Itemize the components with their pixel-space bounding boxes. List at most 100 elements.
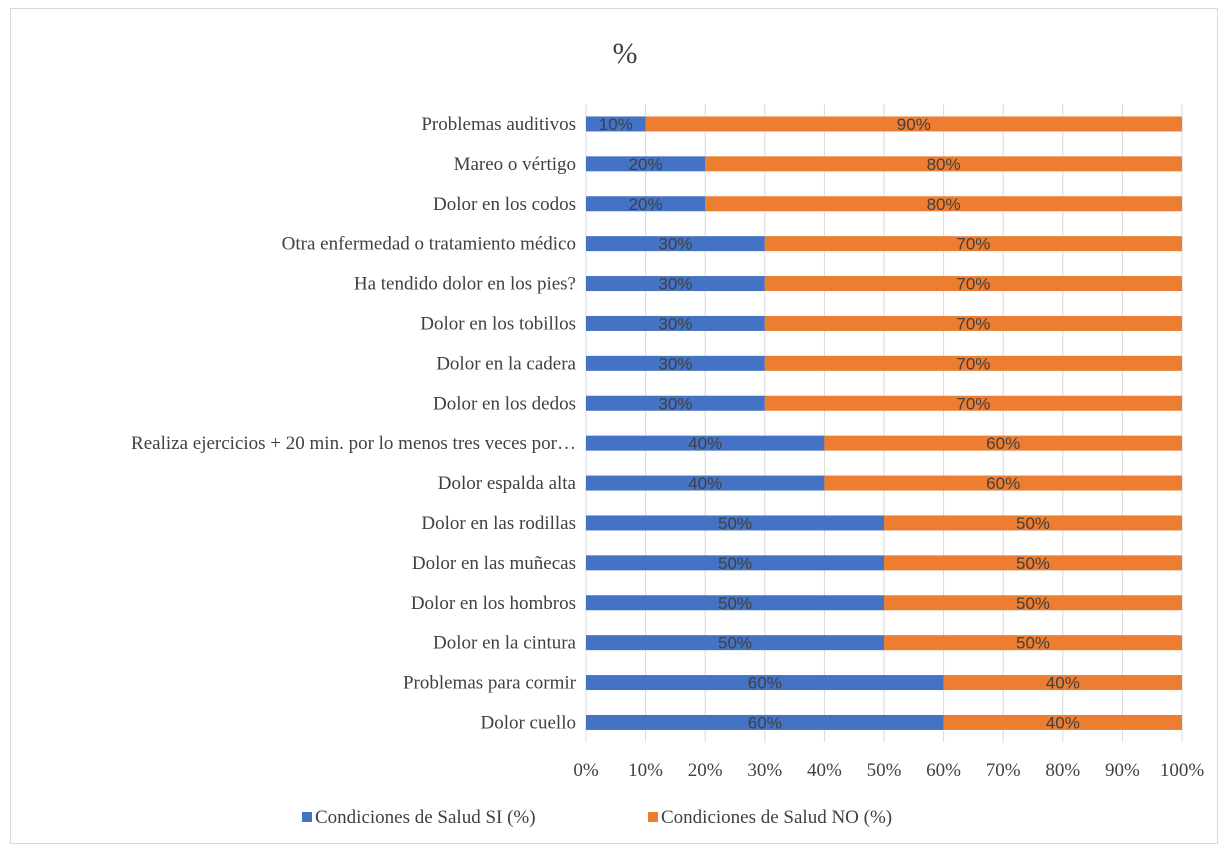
category-label: Dolor en las muñecas [412,553,576,574]
data-label: 70% [956,314,990,333]
bar-segment-si [586,435,825,451]
data-label: 20% [629,195,663,214]
data-label: 60% [748,713,782,732]
bar-segment-no [705,196,1182,212]
x-axis-ticks: 0% 10% 20% 30% 40% 50% 60% 70% 80% 90% 100% [573,760,1204,781]
data-label: 30% [658,354,692,373]
data-label: 20% [629,155,663,174]
bar-segment-no [764,315,1182,331]
bar-segment-no [764,236,1182,252]
bar-segment-si [586,156,706,172]
bar-segment-si [586,236,765,252]
bar-segment-si [586,675,944,691]
data-label: 60% [986,434,1020,453]
category-label: Ha tendido dolor en los pies? [354,274,576,295]
x-tick-label: 30% [747,760,782,781]
data-label: 50% [1016,514,1050,533]
x-tick-label: 70% [986,760,1021,781]
data-label: 70% [956,275,990,294]
bar-segment-no [764,355,1182,371]
data-label: 30% [658,314,692,333]
bar-segment-no [884,595,1182,611]
bar-segment-no [943,714,1182,730]
chart-area: % 10% 90% 20% 80% 20% 80% 30% 70% 30% 70% 30% 70% 30… [10,8,1218,844]
data-label: 50% [1016,594,1050,613]
bar-segment-si [586,555,884,571]
category-label: Dolor en la cadera [436,353,576,374]
category-label: Dolor cuello [480,712,576,733]
x-tick-label: 80% [1045,760,1080,781]
x-tick-label: 10% [628,760,663,781]
data-label: 10% [599,115,633,134]
data-label: 50% [718,554,752,573]
bar-segment-no [705,156,1182,172]
category-label: Dolor espalda alta [438,473,577,494]
bar-segment-no [645,116,1182,132]
x-tick-label: 0% [573,760,599,781]
bar-segment-si [586,276,765,292]
x-tick-label: 50% [867,760,902,781]
bar-segment-si [586,595,884,611]
bar-segment-si [586,714,944,730]
category-label: Dolor en los dedos [433,393,576,414]
chart-title: % [613,37,638,70]
data-label: 70% [956,235,990,254]
bar-segment-si [586,395,765,411]
data-label: 40% [688,474,722,493]
x-tick-label: 100% [1160,760,1205,781]
legend-swatch [648,812,658,822]
bar-segment-no [764,395,1182,411]
data-label: 40% [688,434,722,453]
data-label: 90% [897,115,931,134]
data-label: 60% [748,674,782,693]
bar-segment-si [586,116,646,132]
data-label: 80% [927,155,961,174]
data-label: 50% [718,634,752,653]
bar-segment-no [884,515,1182,531]
legend-label: Condiciones de Salud NO (%) [661,807,892,828]
bar-segment-no [824,435,1182,451]
stacked-bar-chart: % 10% 90% 20% 80% 20% 80% 30% 70% 30% 70% 30% 70% 30… [131,37,1204,828]
data-label: 70% [956,354,990,373]
data-label: 50% [1016,634,1050,653]
data-label: 30% [658,394,692,413]
category-label: Problemas auditivos [421,114,576,135]
bar-segment-si [586,475,825,491]
category-label: Dolor en las rodillas [421,513,576,534]
bar-segment-si [586,355,765,371]
category-label: Mareo o vértigo [454,154,576,175]
category-label: Realiza ejercicios + 20 min. por lo meno… [131,433,576,454]
category-label: Dolor en los hombros [411,593,576,614]
data-label: 40% [1046,674,1080,693]
category-labels: Problemas auditivos Mareo o vértigo Dolor … [131,114,577,734]
x-tick-label: 40% [807,760,842,781]
x-tick-label: 60% [926,760,961,781]
category-label: Dolor en la cintura [433,633,577,654]
data-label: 50% [1016,554,1050,573]
bar-segment-no [884,555,1182,571]
bar-segment-si [586,635,884,651]
bar-segment-no [943,675,1182,691]
data-label: 80% [927,195,961,214]
bar-segment-no [764,276,1182,292]
bars: 10% 90% 20% 80% 20% 80% 30% 70% 30% 70% 30% 70% 30% 7… [586,115,1182,732]
bar-segment-si [586,196,706,212]
data-label: 40% [1046,713,1080,732]
category-label: Dolor en los tobillos [420,313,576,334]
data-label: 30% [658,235,692,254]
bar-segment-si [586,515,884,531]
data-label: 50% [718,514,752,533]
data-label: 30% [658,275,692,294]
bar-segment-no [824,475,1182,491]
legend-label: Condiciones de Salud SI (%) [315,807,536,828]
bar-segment-si [586,315,765,331]
data-label: 60% [986,474,1020,493]
x-tick-label: 90% [1105,760,1140,781]
legend-swatch [302,812,312,822]
data-label: 50% [718,594,752,613]
bar-segment-no [884,635,1182,651]
legend: Condiciones de Salud SI (%) Condiciones d… [302,807,892,828]
x-tick-label: 20% [688,760,723,781]
data-label: 70% [956,394,990,413]
category-label: Dolor en los codos [433,194,576,215]
